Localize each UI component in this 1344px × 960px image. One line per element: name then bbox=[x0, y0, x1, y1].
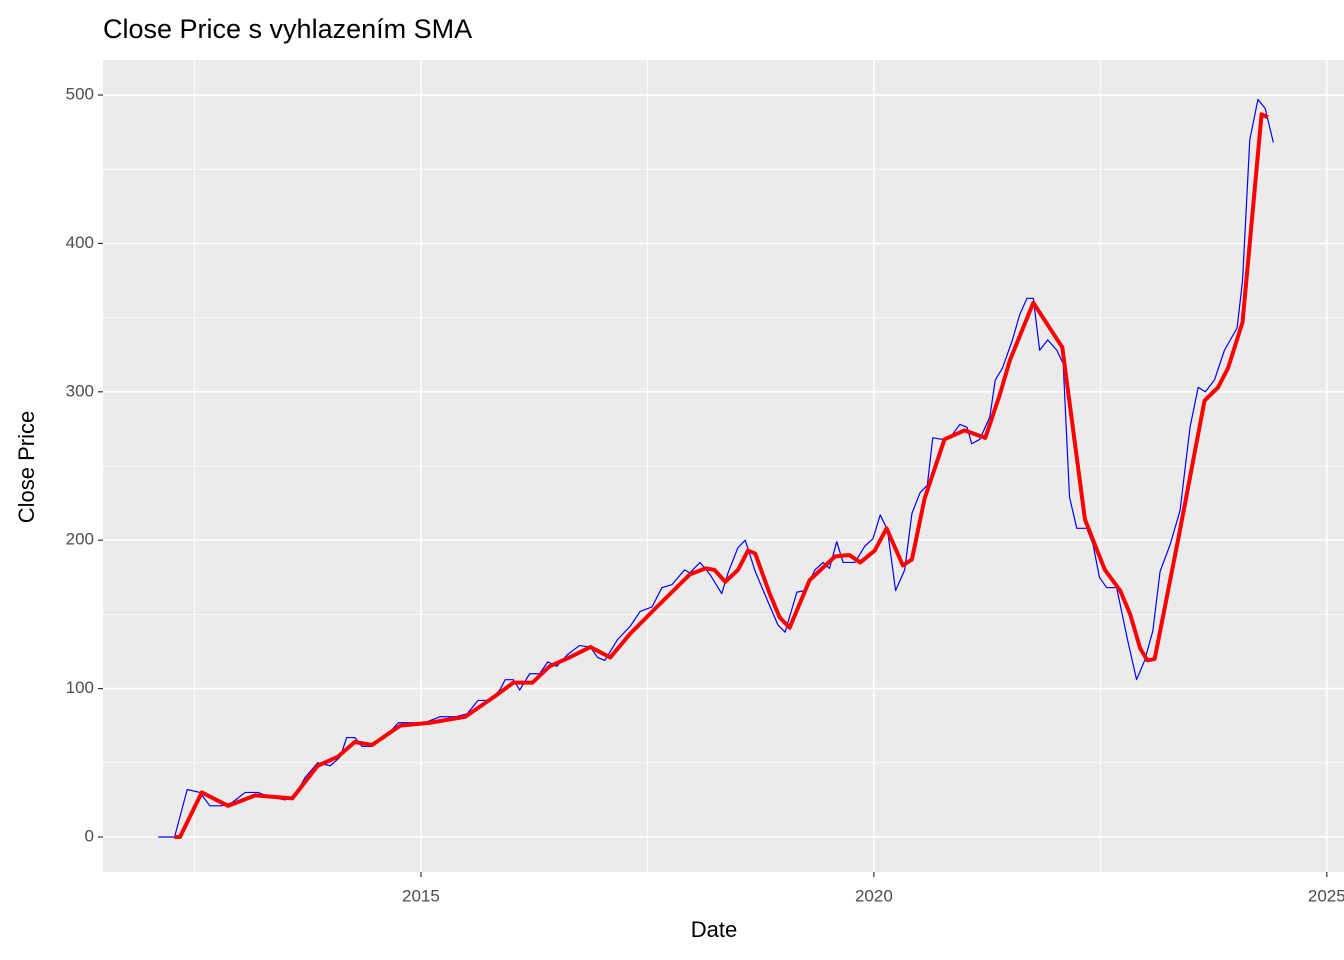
chart-title: Close Price s vyhlazením SMA bbox=[103, 14, 472, 44]
y-tick-label: 300 bbox=[66, 381, 94, 400]
x-tick-label: 2015 bbox=[402, 886, 440, 905]
y-tick-label: 100 bbox=[66, 678, 94, 697]
y-tick-label: 200 bbox=[66, 530, 94, 549]
x-axis-title: Date bbox=[691, 917, 737, 942]
x-tick-label: 2020 bbox=[855, 886, 893, 905]
y-tick-label: 500 bbox=[66, 85, 94, 104]
x-tick-label: 2025 bbox=[1308, 886, 1344, 905]
y-axis-title: Close Price bbox=[14, 411, 39, 523]
y-tick-label: 400 bbox=[66, 233, 94, 252]
line bbox=[174, 112, 1269, 839]
y-tick-label: 0 bbox=[85, 826, 94, 845]
